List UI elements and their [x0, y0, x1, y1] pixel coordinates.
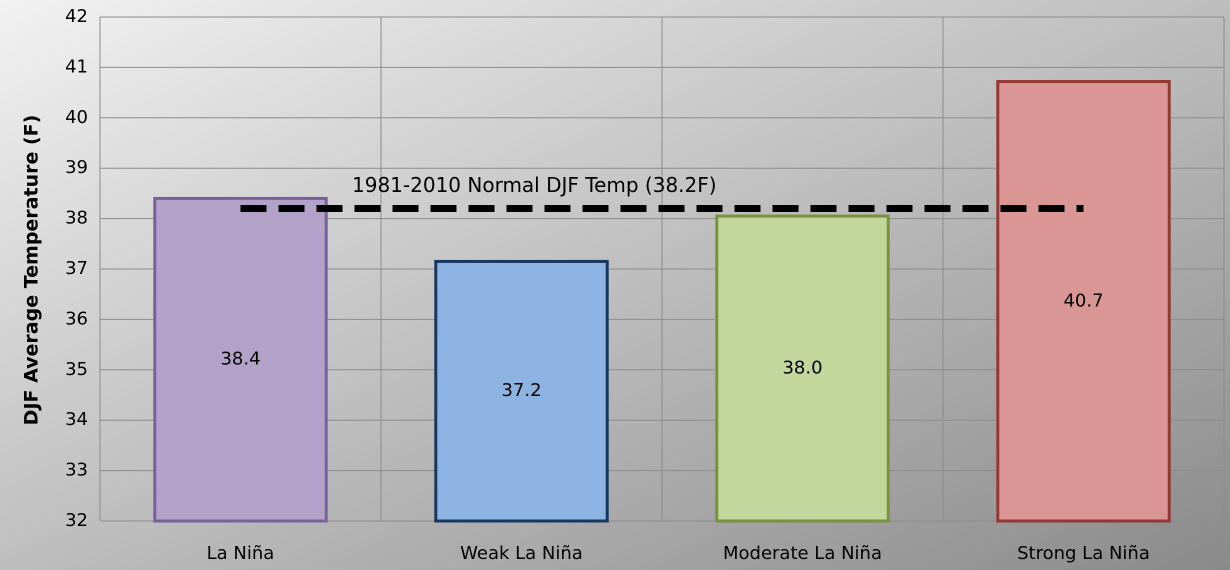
y-tick-label: 41: [65, 56, 88, 77]
y-tick-label: 40: [65, 107, 88, 128]
value-label: 40.7: [1063, 290, 1103, 311]
value-label: 38.0: [782, 358, 822, 379]
bar: [153, 196, 328, 523]
y-tick-label: 33: [65, 460, 88, 481]
y-tick-label: 34: [65, 409, 88, 430]
x-tick-label: Weak La Niña: [460, 543, 583, 564]
x-tick-label: La Niña: [207, 543, 275, 564]
value-label: 37.2: [501, 380, 541, 401]
bar: [434, 259, 609, 523]
y-axis-label: DJF Average Temperature (F): [21, 115, 43, 426]
bar: [715, 214, 890, 523]
y-tick-label: 32: [65, 510, 88, 531]
reference-label: 1981-2010 Normal DJF Temp (38.2F): [352, 173, 717, 197]
value-label: 38.4: [220, 349, 260, 370]
x-tick-label: Moderate La Niña: [723, 543, 882, 564]
y-tick-label: 36: [65, 308, 88, 329]
x-tick-label: Strong La Niña: [1017, 543, 1150, 564]
y-tick-label: 35: [65, 359, 88, 380]
y-tick-label: 39: [65, 157, 88, 178]
y-tick-label: 37: [65, 258, 88, 279]
bar: [996, 80, 1171, 523]
y-tick-label: 38: [65, 208, 88, 229]
y-tick-label: 42: [65, 6, 88, 27]
